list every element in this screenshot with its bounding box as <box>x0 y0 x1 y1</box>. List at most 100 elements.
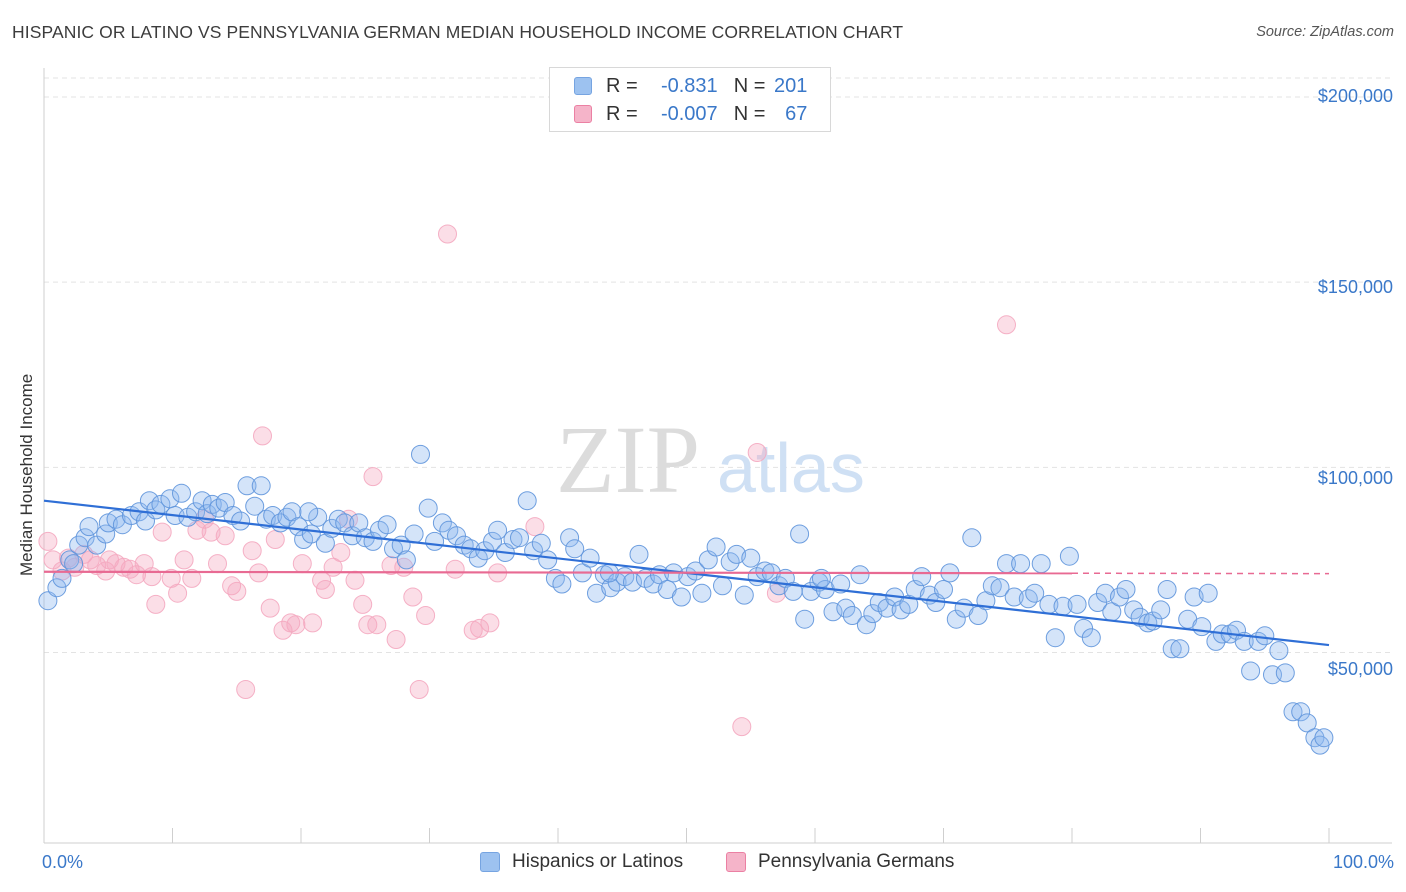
german-point <box>174 550 194 570</box>
hispanic-point <box>982 576 1002 596</box>
trend-lines <box>43 499 1330 647</box>
hispanic-point <box>299 502 319 522</box>
hispanic-point <box>75 528 95 548</box>
hispanic-point <box>1314 728 1334 748</box>
hispanic-point <box>538 550 558 570</box>
hispanic-point <box>418 498 438 518</box>
hispanic-point <box>856 615 876 635</box>
hispanic-point <box>1067 594 1087 614</box>
hispanic-point <box>1184 587 1204 607</box>
hispanic-point <box>404 524 424 544</box>
german-point <box>146 594 166 614</box>
german-point <box>208 554 227 574</box>
german-point <box>445 559 465 579</box>
hispanic-point <box>96 524 116 544</box>
grid-lines <box>44 77 1392 653</box>
german-point <box>416 606 436 625</box>
hispanic-point <box>172 483 191 503</box>
german-point <box>766 583 786 603</box>
german-point <box>227 581 247 601</box>
hispanic-point <box>629 544 649 564</box>
hispanic-point <box>1025 583 1045 603</box>
hispanic-point <box>396 550 416 570</box>
german-point <box>747 443 767 462</box>
german-point <box>242 541 262 561</box>
german-point <box>386 630 406 649</box>
hispanic-point <box>836 598 856 618</box>
r-label: R = <box>606 102 638 125</box>
hispanic-point <box>1031 554 1051 574</box>
german-point <box>525 517 545 537</box>
hispanic-point <box>727 544 747 564</box>
hispanic-point <box>692 583 712 603</box>
hispanic-point <box>823 602 843 622</box>
hispanic-point <box>877 598 897 618</box>
german-point <box>201 522 221 542</box>
hispanic-point <box>990 578 1010 598</box>
hispanic-point <box>263 506 283 525</box>
legend-item-hispanic: Hispanics or Latinos <box>480 851 683 873</box>
hispanic-point <box>1151 600 1171 620</box>
hispanic-point <box>1283 702 1303 722</box>
hispanic-point <box>769 576 789 596</box>
german-point <box>236 680 256 699</box>
r-value: -0.831 <box>660 74 718 97</box>
hispanic-legend-swatch <box>480 852 500 872</box>
hispanic-point <box>1095 583 1115 603</box>
german-point <box>732 717 752 737</box>
german-swatch <box>574 105 592 123</box>
hispanic-point <box>251 476 271 496</box>
hispanic-point <box>1110 587 1129 607</box>
hispanic-point <box>565 539 585 559</box>
n-value: 201 <box>774 74 808 97</box>
german-point <box>409 680 429 699</box>
hispanic-point <box>1241 661 1261 681</box>
watermark-zip: ZIP <box>556 406 700 513</box>
watermark-atlas: atlas <box>717 429 865 507</box>
hispanic-point <box>277 507 297 527</box>
hispanic-point <box>432 513 452 533</box>
legend-item-german: Pennsylvania Germans <box>726 851 954 873</box>
hispanic-point <box>962 528 982 548</box>
hispanic-point <box>503 530 523 549</box>
german-point <box>303 613 323 633</box>
german-points <box>38 224 1016 737</box>
hispanic-point <box>245 496 265 516</box>
hispanic-point <box>256 509 276 529</box>
hispanic-point <box>587 583 606 603</box>
hispanic-point <box>1162 639 1182 659</box>
german-point <box>38 531 58 551</box>
hispanic-point <box>1004 587 1024 607</box>
german-point <box>260 598 280 618</box>
german-point <box>470 618 490 638</box>
hispanic-point <box>52 568 72 588</box>
n-value: 67 <box>785 102 808 125</box>
german-point <box>222 576 242 596</box>
hispanic-point <box>842 606 862 625</box>
hispanic-point <box>912 567 932 587</box>
german-point <box>152 522 172 542</box>
source-label: Source: ZipAtlas.com <box>1256 24 1394 40</box>
german-point <box>120 559 140 579</box>
hispanic-point <box>1198 583 1218 603</box>
german-point <box>997 315 1016 335</box>
hispanic-point <box>1192 617 1212 637</box>
hispanic-point <box>720 552 740 572</box>
hispanic-point <box>1124 600 1144 620</box>
hispanic-point <box>139 491 159 511</box>
hispanic-point <box>1255 626 1275 646</box>
hispanic-point <box>79 517 99 537</box>
y-tick-200000: $200,000 <box>1317 86 1393 106</box>
y-tick-50000: $50,000 <box>1327 659 1393 679</box>
german-point <box>353 594 373 614</box>
german-point <box>403 587 423 607</box>
hispanic-point <box>934 580 953 599</box>
german-point <box>480 613 500 633</box>
hispanic-point <box>755 561 775 581</box>
german-point <box>438 224 457 244</box>
german-point <box>286 615 306 635</box>
german-legend-swatch <box>726 852 746 872</box>
hispanic-point <box>377 515 397 535</box>
german-point <box>331 543 351 562</box>
